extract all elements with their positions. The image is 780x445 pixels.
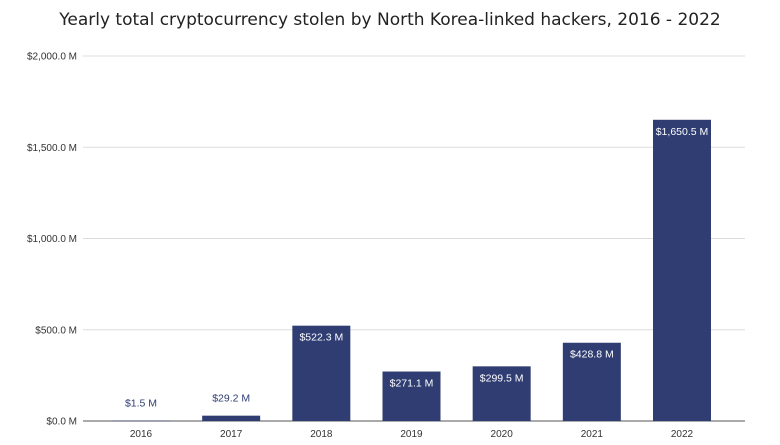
data-label: $428.8 M (570, 349, 614, 361)
data-label: $271.1 M (390, 378, 434, 390)
data-label: $299.5 M (480, 372, 524, 384)
x-axis-ticks: 2016 2017 2018 2019 2020 2021 2022 (130, 429, 694, 440)
y-tick-label: $0.0 M (46, 417, 77, 428)
y-axis-ticks: $0.0 M $500.0 M $1,000.0 M $1,500.0 M $2,000… (27, 52, 77, 428)
bar (562, 342, 621, 421)
y-tick-label: $1,000.0 M (27, 234, 77, 245)
x-tick-label: 2017 (220, 429, 243, 440)
y-tick-label: $2,000.0 M (27, 52, 77, 63)
x-tick-label: 2021 (581, 429, 604, 440)
chart-title: Yearly total cryptocurrency stolen by No… (59, 10, 721, 30)
bar (112, 420, 170, 422)
gridlines (83, 55, 745, 422)
bars (112, 119, 711, 422)
bar (382, 371, 441, 421)
x-tick-label: 2020 (491, 429, 514, 440)
data-labels: $1.5 M $29.2 M $522.3 M $271.1 M $299.5 M $42… (125, 126, 708, 410)
x-tick-label: 2018 (310, 429, 333, 440)
x-tick-label: 2022 (671, 429, 694, 440)
y-tick-label: $1,500.0 M (27, 143, 77, 154)
data-label: $29.2 M (212, 393, 250, 405)
bar (292, 325, 351, 421)
bar (202, 415, 261, 421)
bar (472, 366, 531, 421)
y-tick-label: $500.0 M (35, 325, 77, 336)
x-tick-label: 2019 (400, 429, 423, 440)
x-tick-label: 2016 (130, 429, 153, 440)
data-label: $1.5 M (125, 398, 157, 410)
data-label: $522.3 M (299, 332, 343, 344)
data-label: $1,650.5 M (656, 126, 709, 138)
bar (653, 119, 711, 421)
